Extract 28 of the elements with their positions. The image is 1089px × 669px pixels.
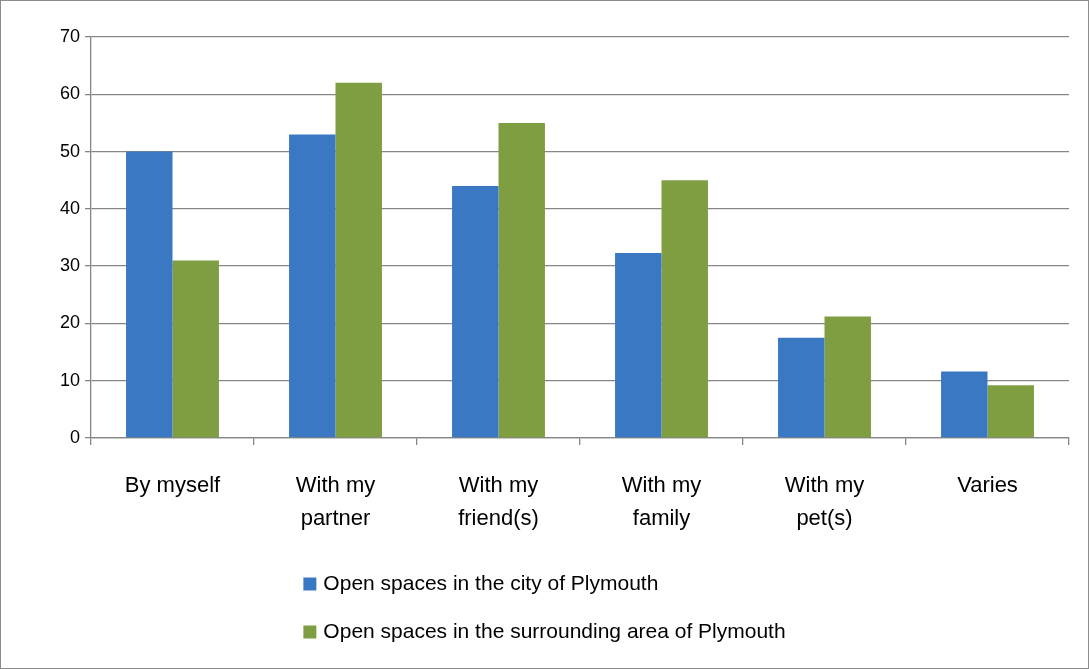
bar xyxy=(941,371,988,438)
x-tick-label: With my family xyxy=(621,471,702,531)
bar xyxy=(661,180,708,438)
bar xyxy=(335,82,382,438)
x-tick-label: With my pet(s) xyxy=(784,471,865,531)
legend-label: Open spaces in the city of Plymouth xyxy=(323,570,659,594)
x-tick-label: With my partner xyxy=(295,471,376,531)
x-tick-label: By myself xyxy=(124,471,222,497)
bar xyxy=(987,385,1034,438)
x-tick-label: Varies xyxy=(957,471,1018,497)
y-tick-label: 10 xyxy=(59,369,80,390)
x-tick-label: With my friend(s) xyxy=(458,471,539,531)
bar xyxy=(615,252,662,438)
bar xyxy=(778,337,825,438)
y-tick-label: 30 xyxy=(59,255,80,276)
bar xyxy=(289,134,336,438)
bar xyxy=(126,151,173,438)
y-tick-label: 50 xyxy=(59,140,80,161)
y-tick-label: 0 xyxy=(69,426,80,447)
bar xyxy=(452,185,499,438)
y-tick-label: 70 xyxy=(59,25,80,46)
y-tick-label: 60 xyxy=(59,83,80,104)
legend-label: Open spaces in the surrounding area of Plymouth xyxy=(323,618,786,642)
y-tick-label: 40 xyxy=(59,197,80,218)
bar xyxy=(172,260,219,438)
bar xyxy=(824,316,871,438)
bar xyxy=(498,122,545,438)
y-tick-label: 20 xyxy=(59,312,80,333)
